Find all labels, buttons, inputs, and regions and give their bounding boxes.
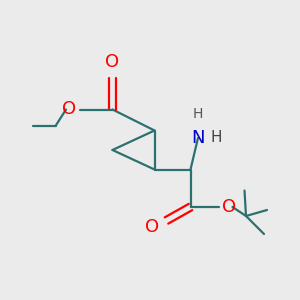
Text: O: O: [222, 198, 236, 216]
Text: H: H: [210, 130, 221, 146]
Text: O: O: [62, 100, 76, 118]
Text: O: O: [105, 53, 120, 71]
Text: N: N: [191, 129, 205, 147]
Text: O: O: [145, 218, 159, 236]
Text: H: H: [192, 107, 203, 122]
